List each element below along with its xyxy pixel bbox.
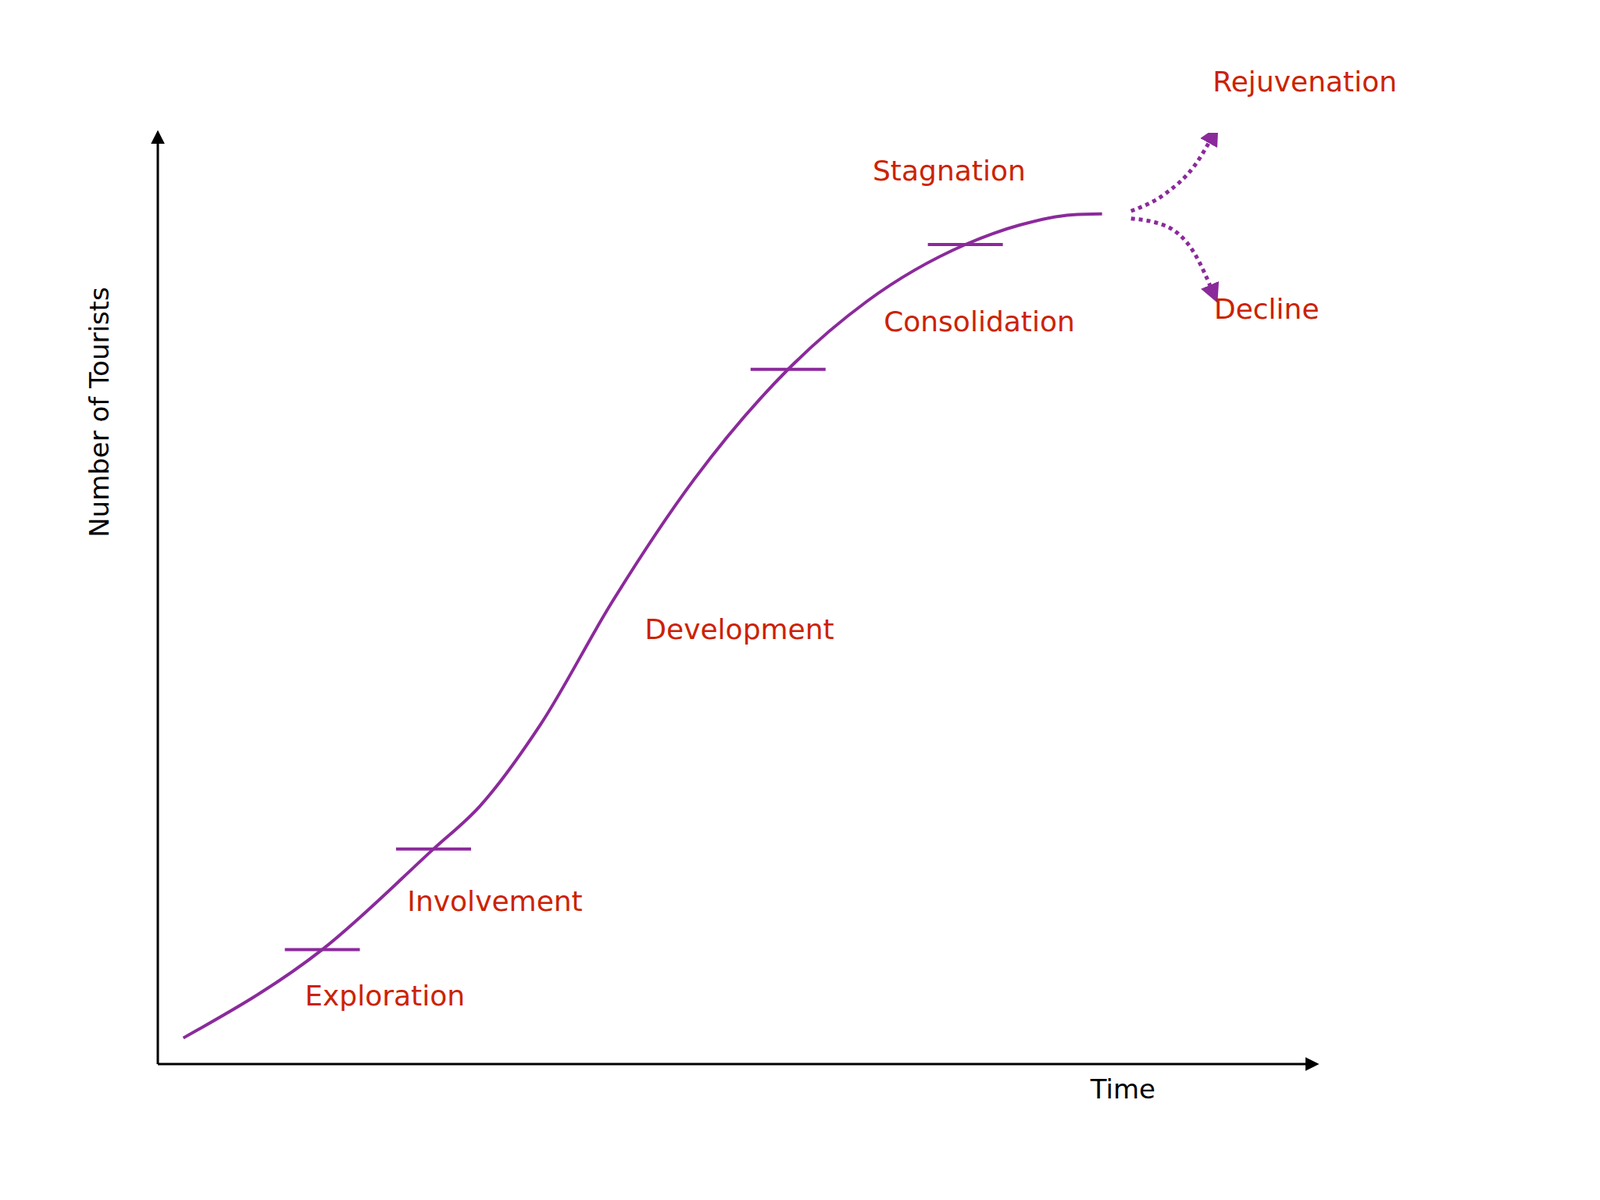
svg-text:Rejuvenation: Rejuvenation [1212, 65, 1397, 98]
svg-text:Time: Time [1089, 1073, 1156, 1105]
svg-text:Decline: Decline [1214, 292, 1320, 325]
svg-text:Number of Tourists: Number of Tourists [83, 286, 115, 538]
svg-text:Involvement: Involvement [407, 885, 583, 918]
svg-text:Stagnation: Stagnation [872, 154, 1026, 187]
svg-text:Consolidation: Consolidation [883, 305, 1075, 338]
svg-text:Exploration: Exploration [304, 979, 465, 1012]
svg-text:Development: Development [644, 613, 834, 646]
